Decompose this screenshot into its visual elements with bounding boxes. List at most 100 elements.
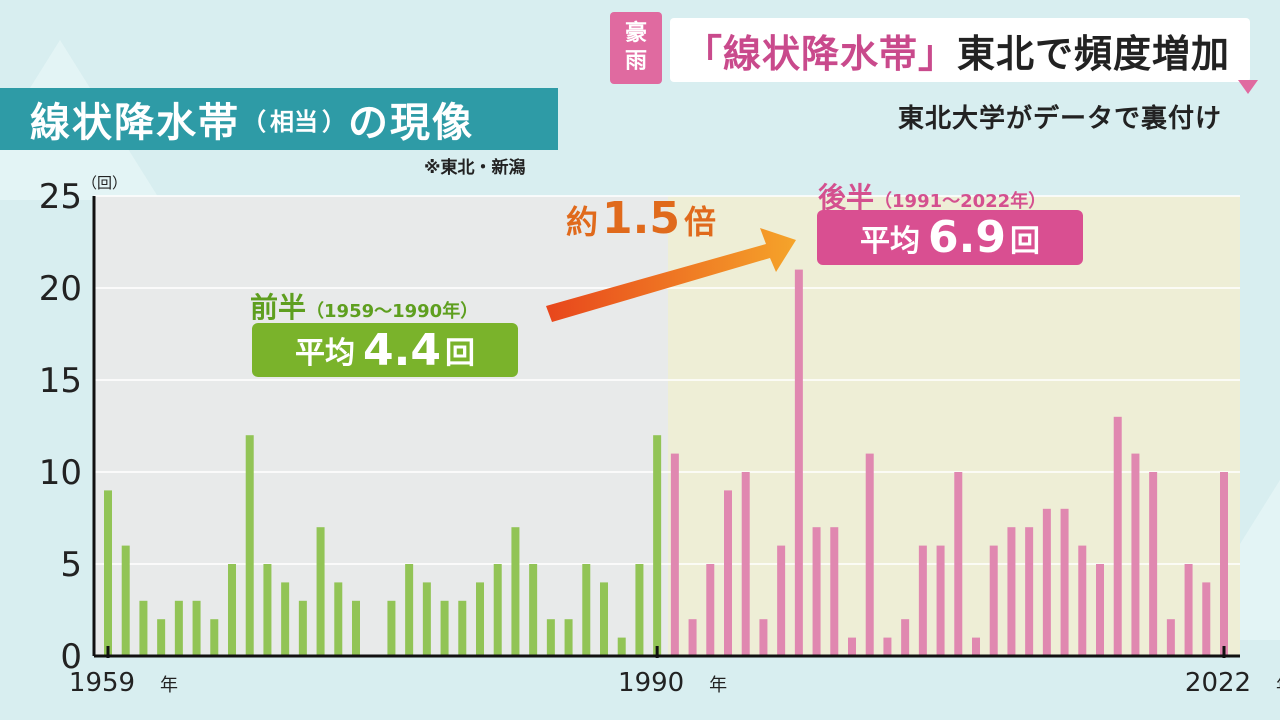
- y-tick-label: 15: [39, 361, 82, 401]
- first-half-range: （1959～1990年）: [306, 301, 479, 322]
- headline-rest: 東北で頻度増加: [957, 31, 1231, 76]
- title-main: 線状降水帯: [30, 100, 240, 146]
- bar-1990: [653, 435, 662, 656]
- y-tick-label: 5: [60, 545, 82, 585]
- y-axis-unit: （回）: [82, 174, 128, 192]
- bar-1994: [724, 490, 732, 656]
- bar-1986: [582, 564, 591, 656]
- bar-2002: [865, 453, 874, 656]
- bar-2009: [989, 545, 998, 656]
- ratio-label: 約1.5 倍: [566, 193, 716, 244]
- bar-2013: [1060, 508, 1069, 656]
- x-tick-suffix: 年: [160, 675, 178, 696]
- bar-2004: [901, 619, 910, 656]
- first-half-label: 前半（1959～1990年）: [250, 286, 478, 326]
- y-tick-label: 0: [60, 637, 82, 677]
- bar-1972: [334, 582, 343, 656]
- y-tick-label: 20: [39, 269, 82, 309]
- second-half-avg-unit: 回: [1009, 223, 1040, 259]
- bar-1997: [777, 545, 786, 656]
- bar-1988: [617, 637, 626, 656]
- second-half-avg-prefix: 平均: [860, 223, 921, 259]
- second-half-background: [668, 196, 1240, 656]
- ratio-prefix: 約: [566, 203, 599, 241]
- bar-1963: [174, 600, 183, 656]
- bar-2017: [1131, 453, 1140, 656]
- region-note: ※東北・新潟: [424, 158, 526, 178]
- second-half-label-text: 後半: [818, 181, 875, 214]
- bar-1993: [706, 564, 715, 656]
- bar-2007: [954, 472, 963, 656]
- bar-2019: [1166, 619, 1175, 656]
- bar-1965: [210, 619, 219, 656]
- second-half-range: （1991～2022年）: [874, 191, 1047, 212]
- bar-2016: [1113, 416, 1122, 656]
- first-half-avg-prefix: 平均: [295, 336, 356, 371]
- first-half-background: [94, 196, 668, 656]
- x-tick-label: 1959: [69, 668, 135, 698]
- bar-1987: [600, 582, 608, 656]
- category-tag-line1: 豪: [624, 21, 647, 46]
- increase-arrow: [546, 228, 796, 322]
- chart-title: 線状降水帯 （ 相当 ） の現像: [0, 88, 558, 150]
- headline-box: 「 線状降水帯 」 東北で頻度増加: [670, 18, 1250, 82]
- bar-1984: [546, 619, 555, 656]
- bar-1979: [458, 600, 467, 656]
- title-paren-close: ）: [322, 107, 346, 136]
- bar-2014: [1078, 545, 1087, 656]
- bar-1960: [121, 545, 130, 656]
- bar-1959: [104, 490, 112, 656]
- headline: 豪 雨 「 線状降水帯 」 東北で頻度増加: [610, 12, 1250, 84]
- second-half-label: 後半（1991～2022年）: [818, 176, 1046, 216]
- bar-1980: [476, 582, 484, 656]
- bar-1977: [422, 582, 431, 656]
- headline-open-bracket: 「: [684, 31, 724, 76]
- bar-2022: [1220, 472, 1228, 656]
- bar-1998: [794, 269, 803, 656]
- bar-1983: [529, 564, 538, 656]
- x-tick-label: 2022: [1185, 668, 1251, 698]
- category-tag-line2: 雨: [624, 49, 647, 74]
- bar-1975: [387, 600, 396, 656]
- bar-2006: [936, 545, 945, 656]
- bar-2001: [848, 637, 856, 656]
- bar-1991: [670, 453, 679, 656]
- first-half-avg-unit: 回: [444, 336, 475, 371]
- bar-1982: [511, 527, 520, 656]
- bar-2008: [972, 637, 980, 656]
- bar-1967: [245, 435, 254, 656]
- second-half-avg-value: 6.9: [928, 212, 1006, 263]
- headline-keyword: 線状降水帯: [723, 31, 919, 76]
- bar-2003: [883, 637, 892, 656]
- bar-1981: [493, 564, 502, 656]
- ratio-suffix: 倍: [683, 203, 716, 241]
- bar-2012: [1042, 508, 1051, 656]
- first-half-average-box: 平均 4.4 回: [252, 323, 518, 377]
- x-tick-suffix: 年: [1276, 675, 1280, 696]
- bar-2005: [918, 545, 927, 656]
- bar-1973: [352, 600, 360, 656]
- second-half-average-box: 平均 6.9 回: [817, 210, 1083, 265]
- first-half-avg-value: 4.4: [363, 324, 441, 376]
- bar-1961: [139, 600, 148, 656]
- bar-2010: [1007, 527, 1016, 656]
- bar-1964: [192, 600, 201, 656]
- category-tag: 豪 雨: [610, 12, 662, 84]
- title-paren-open: （: [242, 107, 266, 136]
- bar-1992: [688, 619, 697, 656]
- bar-2021: [1202, 582, 1211, 656]
- bar-2020: [1184, 564, 1193, 656]
- bar-1970: [298, 600, 307, 656]
- bar-1971: [316, 527, 325, 656]
- bar-2011: [1025, 527, 1034, 656]
- title-paren-text: 相当: [270, 107, 318, 136]
- bar-2015: [1096, 564, 1104, 656]
- ratio-value: 1.5: [602, 193, 680, 244]
- bar-1962: [157, 619, 166, 656]
- bar-1978: [440, 600, 449, 656]
- headline-corner-decoration: [1238, 80, 1258, 94]
- bar-1966: [228, 564, 236, 656]
- bar-1969: [281, 582, 290, 656]
- bar-2000: [830, 527, 839, 656]
